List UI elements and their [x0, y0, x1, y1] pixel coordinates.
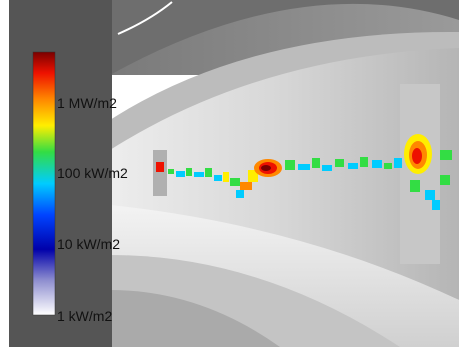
floor-inner-core [110, 290, 280, 347]
colorbar-tick-label: 1 MW/m2 [57, 95, 117, 111]
wall-panel [153, 150, 167, 196]
colorbar-tick-label: 1 kW/m2 [57, 308, 113, 324]
heat-flux-band [156, 134, 452, 210]
wall-panel-right [400, 84, 440, 264]
wall-upper-ring [110, 31, 459, 150]
left-frame [9, 0, 112, 347]
inner-ring-highlight [117, 1, 173, 35]
colorbar-tick-label: 100 kW/m2 [57, 165, 128, 181]
chamber-wall [110, 45, 459, 300]
colorbar [32, 51, 56, 316]
colorbar-tick-label: 10 kW/m2 [57, 236, 121, 252]
ceiling-curve [110, 0, 459, 75]
